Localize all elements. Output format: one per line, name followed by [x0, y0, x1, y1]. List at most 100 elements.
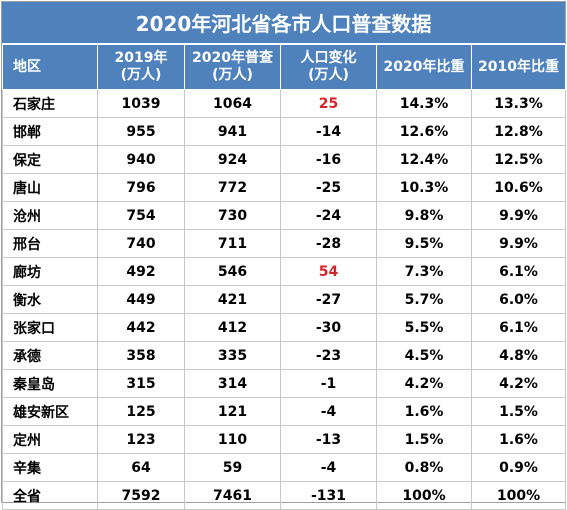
- cell-2020: 772: [184, 173, 281, 202]
- cell-share-2020: 5.5%: [376, 313, 472, 342]
- cell-share-2010: 1.6%: [471, 425, 566, 454]
- cell-share-2010: 6.0%: [471, 285, 566, 314]
- cell-share-2020: 9.5%: [376, 229, 472, 258]
- cell-change: -14: [280, 117, 377, 146]
- cell-share-2010: 13.3%: [471, 89, 566, 118]
- cell-2020: 711: [184, 229, 281, 258]
- cell-region: 承德: [2, 341, 98, 370]
- table-row: 承德 358 335 -23 4.5% 4.8%: [2, 341, 566, 370]
- header-2019: 2019年 (万人): [97, 44, 185, 90]
- cell-share-2020: 1.5%: [376, 425, 472, 454]
- cell-share-2020: 5.7%: [376, 285, 472, 314]
- header-change-line2: (万人): [308, 67, 349, 83]
- cell-change: -4: [280, 397, 377, 426]
- header-share-2010: 2010年比重: [471, 44, 566, 90]
- cell-2020: 421: [184, 285, 281, 314]
- cell-share-2010: 12.5%: [471, 145, 566, 174]
- cell-2020: 412: [184, 313, 281, 342]
- cell-change: -4: [280, 453, 377, 482]
- cell-region: 秦皇岛: [2, 369, 98, 398]
- cell-share-2020: 100%: [376, 481, 472, 510]
- header-region-label: 地区: [13, 58, 41, 75]
- cell-change: -131: [280, 481, 377, 510]
- table-row: 定州 123 110 -13 1.5% 1.6%: [2, 425, 566, 454]
- table-row: 衡水 449 421 -27 5.7% 6.0%: [2, 285, 566, 314]
- cell-region: 张家口: [2, 313, 98, 342]
- cell-region: 定州: [2, 425, 98, 454]
- table-row: 辛集 64 59 -4 0.8% 0.9%: [2, 453, 566, 482]
- header-2020-census-line1: 2020年普查: [192, 50, 273, 66]
- cell-2019: 796: [97, 173, 185, 202]
- cell-share-2010: 10.6%: [471, 173, 566, 202]
- cell-2020: 941: [184, 117, 281, 146]
- cell-change: -16: [280, 145, 377, 174]
- cell-region: 沧州: [2, 201, 98, 230]
- cell-share-2010: 9.9%: [471, 201, 566, 230]
- cell-2019: 123: [97, 425, 185, 454]
- cell-share-2020: 10.3%: [376, 173, 472, 202]
- cell-share-2010: 100%: [471, 481, 566, 510]
- cell-change: -24: [280, 201, 377, 230]
- table-row: 雄安新区 125 121 -4 1.6% 1.5%: [2, 397, 566, 426]
- header-2020-census-line2: (万人): [212, 67, 253, 83]
- cell-change: 54: [280, 257, 377, 286]
- cell-2019: 449: [97, 285, 185, 314]
- table-row: 全省 7592 7461 -131 100% 100%: [2, 481, 566, 510]
- header-share-2010-label: 2010年比重: [478, 58, 559, 75]
- header-2019-line2: (万人): [120, 67, 162, 83]
- cell-region: 保定: [2, 145, 98, 174]
- cell-region: 邯郸: [2, 117, 98, 146]
- cell-region: 唐山: [2, 173, 98, 202]
- cell-2020: 924: [184, 145, 281, 174]
- table-body: 石家庄 1039 1064 25 14.3% 13.3% 邯郸 955 941 -14 12.6% 1…: [2, 89, 566, 510]
- cell-share-2010: 0.9%: [471, 453, 566, 482]
- cell-share-2020: 14.3%: [376, 89, 472, 118]
- cell-change: -30: [280, 313, 377, 342]
- cell-2020: 121: [184, 397, 281, 426]
- cell-2020: 335: [184, 341, 281, 370]
- cell-region: 石家庄: [2, 89, 98, 118]
- table-row: 沧州 754 730 -24 9.8% 9.9%: [2, 201, 566, 230]
- table-title: 2020年河北省各市人口普查数据: [2, 2, 565, 44]
- cell-2020: 59: [184, 453, 281, 482]
- cell-share-2020: 7.3%: [376, 257, 472, 286]
- table-row: 唐山 796 772 -25 10.3% 10.6%: [2, 173, 566, 202]
- cell-change: -27: [280, 285, 377, 314]
- table-row: 廊坊 492 546 54 7.3% 6.1%: [2, 257, 566, 286]
- table-row: 秦皇岛 315 314 -1 4.2% 4.2%: [2, 369, 566, 398]
- cell-2019: 442: [97, 313, 185, 342]
- cell-change: -23: [280, 341, 377, 370]
- cell-region: 衡水: [2, 285, 98, 314]
- header-2019-line1: 2019年: [114, 50, 168, 66]
- cell-share-2020: 4.2%: [376, 369, 472, 398]
- table-row: 保定 940 924 -16 12.4% 12.5%: [2, 145, 566, 174]
- cell-share-2010: 6.1%: [471, 257, 566, 286]
- population-table: 地区 2019年 (万人) 2020年普查 (万人) 人口变化 (万人) 202…: [2, 44, 566, 510]
- cell-2019: 64: [97, 453, 185, 482]
- cell-share-2010: 1.5%: [471, 397, 566, 426]
- cell-2019: 492: [97, 257, 185, 286]
- cell-change: -28: [280, 229, 377, 258]
- cell-region: 辛集: [2, 453, 98, 482]
- header-share-2020-label: 2020年比重: [383, 58, 465, 75]
- cell-change: -1: [280, 369, 377, 398]
- cell-2019: 1039: [97, 89, 185, 118]
- cell-change: 25: [280, 89, 377, 118]
- cell-2020: 110: [184, 425, 281, 454]
- cell-2019: 315: [97, 369, 185, 398]
- table-row: 邯郸 955 941 -14 12.6% 12.8%: [2, 117, 566, 146]
- header-share-2020: 2020年比重: [376, 44, 472, 90]
- cell-region: 全省: [2, 481, 98, 510]
- header-row: 地区 2019年 (万人) 2020年普查 (万人) 人口变化 (万人) 202…: [2, 44, 566, 90]
- cell-2019: 940: [97, 145, 185, 174]
- cell-2020: 730: [184, 201, 281, 230]
- cell-share-2020: 12.4%: [376, 145, 472, 174]
- cell-2019: 740: [97, 229, 185, 258]
- header-region: 地区: [2, 44, 98, 90]
- cell-share-2010: 9.9%: [471, 229, 566, 258]
- table-header: 地区 2019年 (万人) 2020年普查 (万人) 人口变化 (万人) 202…: [2, 44, 566, 90]
- cell-2020: 546: [184, 257, 281, 286]
- cell-2019: 754: [97, 201, 185, 230]
- header-change-line1: 人口变化: [300, 50, 357, 66]
